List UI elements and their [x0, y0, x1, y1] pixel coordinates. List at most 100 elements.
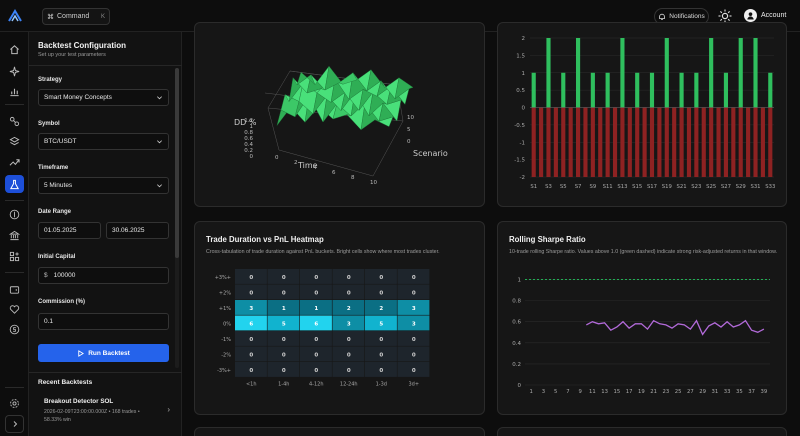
wallet-icon — [9, 285, 20, 294]
bar-positive — [620, 38, 625, 108]
command-palette-button[interactable]: ⌘ Command K — [42, 8, 110, 25]
strategy-value: Smart Money Concepts — [44, 94, 112, 101]
heatmap-cell-value: 0 — [412, 337, 416, 343]
heatmap-title: Trade Duration vs PnL Heatmap — [206, 235, 324, 244]
run-backtest-button[interactable]: Run Backtest — [38, 344, 169, 362]
z-tick-labels: 1.210.80.60.40.20 — [244, 118, 253, 160]
heatmap-row-label: 0% — [223, 321, 231, 327]
panel-scrollbar-thumb[interactable] — [175, 68, 179, 258]
heatmap-cell-value: 0 — [314, 290, 318, 296]
sharpe-y-tick-label: 0.4 — [512, 341, 521, 347]
nav-wallet[interactable] — [5, 280, 24, 298]
recent-backtest-name: Breakout Detector SOL — [44, 398, 114, 405]
heatmap-cell — [332, 269, 365, 284]
commission-label: Commission (%) — [38, 299, 86, 305]
bar-negative — [583, 107, 588, 177]
heatmap-cell-value: 0 — [412, 275, 416, 281]
nav-divider — [5, 104, 24, 105]
heatmap-cell — [235, 315, 267, 331]
sharpe-x-tick-label: 13 — [601, 389, 608, 395]
symbol-select[interactable]: BTC/USDT — [38, 133, 169, 150]
panel-subtitle: Set up your test parameters — [38, 52, 106, 58]
nav-billing[interactable] — [5, 320, 24, 338]
timeframe-select[interactable]: 5 Minutes — [38, 177, 169, 194]
heatmap-cell — [300, 300, 332, 315]
link-icon — [9, 116, 20, 126]
nav-backtest[interactable] — [5, 175, 24, 193]
bar-x-tick-label: S13 — [617, 184, 627, 190]
app-logo[interactable] — [7, 8, 23, 24]
heatmap-cell-value: 6 — [314, 321, 318, 327]
bar-positive — [738, 38, 743, 108]
bar-x-tick-label: S25 — [706, 184, 716, 190]
sharpe-x-tick-label: 5 — [554, 389, 557, 395]
heatmap-col-label: 4-12h — [309, 382, 324, 388]
nav-performance[interactable] — [5, 153, 24, 171]
expand-sidebar-button[interactable] — [5, 415, 24, 433]
nav-apps[interactable] — [5, 247, 24, 265]
heatmap-cell — [267, 269, 300, 284]
bar-negative — [620, 107, 625, 177]
nav-connections[interactable] — [5, 112, 24, 130]
nav-signals[interactable] — [5, 62, 24, 80]
heatmap-cell — [332, 284, 365, 300]
heatmap-cell — [235, 331, 267, 346]
heatmap-cell — [397, 362, 430, 377]
date-start-input[interactable]: 01.05.2025 — [38, 222, 101, 239]
trending-up-icon — [9, 158, 20, 166]
duration-pnl-heatmap-card: Trade Duration vs PnL Heatmap Cross-tabu… — [194, 221, 485, 415]
nav-layers[interactable] — [5, 132, 24, 150]
heart-icon — [9, 304, 20, 314]
sparkles-icon — [9, 66, 20, 76]
heatmap-cell-value: 0 — [249, 275, 253, 281]
nav-funding[interactable] — [5, 205, 24, 223]
account-menu[interactable]: Account — [744, 9, 786, 22]
sharpe-x-tick-label: 33 — [724, 389, 731, 395]
bar-y-tick-label: -1 — [520, 140, 525, 146]
sharpe-x-tick-label: 19 — [638, 389, 645, 395]
next-card-left — [194, 427, 485, 436]
nav-home[interactable] — [5, 40, 24, 58]
bar-negative — [657, 107, 662, 177]
nav-exchanges[interactable] — [5, 226, 24, 244]
bar-negative — [664, 107, 669, 177]
heatmap-cell — [397, 300, 430, 315]
recent-backtest-item[interactable]: Breakout Detector SOL 2026-02-09T23:00:0… — [38, 395, 174, 435]
bar-x-tick-label: S33 — [765, 184, 775, 190]
heatmap-cell-value: 0 — [347, 352, 351, 358]
nav-analytics[interactable] — [5, 82, 24, 100]
bar-y-tick-label: 2 — [522, 36, 526, 42]
heatmap-cell-value: 5 — [282, 321, 286, 327]
heatmap-cell-value: 0 — [379, 352, 383, 358]
strategy-select[interactable]: Smart Money Concepts — [38, 89, 169, 106]
backtest-config-panel: Backtest Configuration Set up your test … — [29, 32, 182, 436]
theme-toggle-sun-icon[interactable] — [718, 9, 732, 23]
date-end-input[interactable]: 30.06.2025 — [106, 222, 169, 239]
heatmap-cell-value: 0 — [347, 275, 351, 281]
chevron-right-icon — [13, 421, 17, 427]
heatmap-row-label: -1% — [221, 337, 231, 343]
heatmap-cell — [300, 331, 332, 346]
heatmap-cell-value: 0 — [249, 352, 253, 358]
x-tick-label: 4 — [313, 165, 317, 171]
commission-input[interactable]: 0.1 — [38, 313, 169, 330]
nav-settings[interactable] — [5, 394, 24, 412]
heatmap-cell — [300, 284, 332, 300]
bar-negative — [694, 107, 699, 177]
grid-plus-icon — [9, 251, 20, 261]
bar-positive — [664, 38, 669, 108]
heatmap-cell-value: 0 — [412, 352, 416, 358]
nav-favorites[interactable] — [5, 300, 24, 318]
z-tick-label: 1 — [250, 124, 254, 130]
timeframe-value: 5 Minutes — [44, 182, 73, 189]
bar-negative — [539, 107, 544, 177]
heatmap-col-label: 12-24h — [340, 382, 358, 388]
capital-input[interactable]: $ 100000 — [38, 267, 169, 284]
bar-negative — [716, 107, 721, 177]
bar-x-tick-label: S7 — [575, 184, 582, 190]
sharpe-y-tick-label: 0.8 — [512, 299, 521, 305]
bar-negative — [561, 107, 566, 177]
x-tick-label: 8 — [351, 175, 355, 181]
heatmap-cell — [332, 331, 365, 346]
x-tick-label: 6 — [332, 170, 336, 176]
